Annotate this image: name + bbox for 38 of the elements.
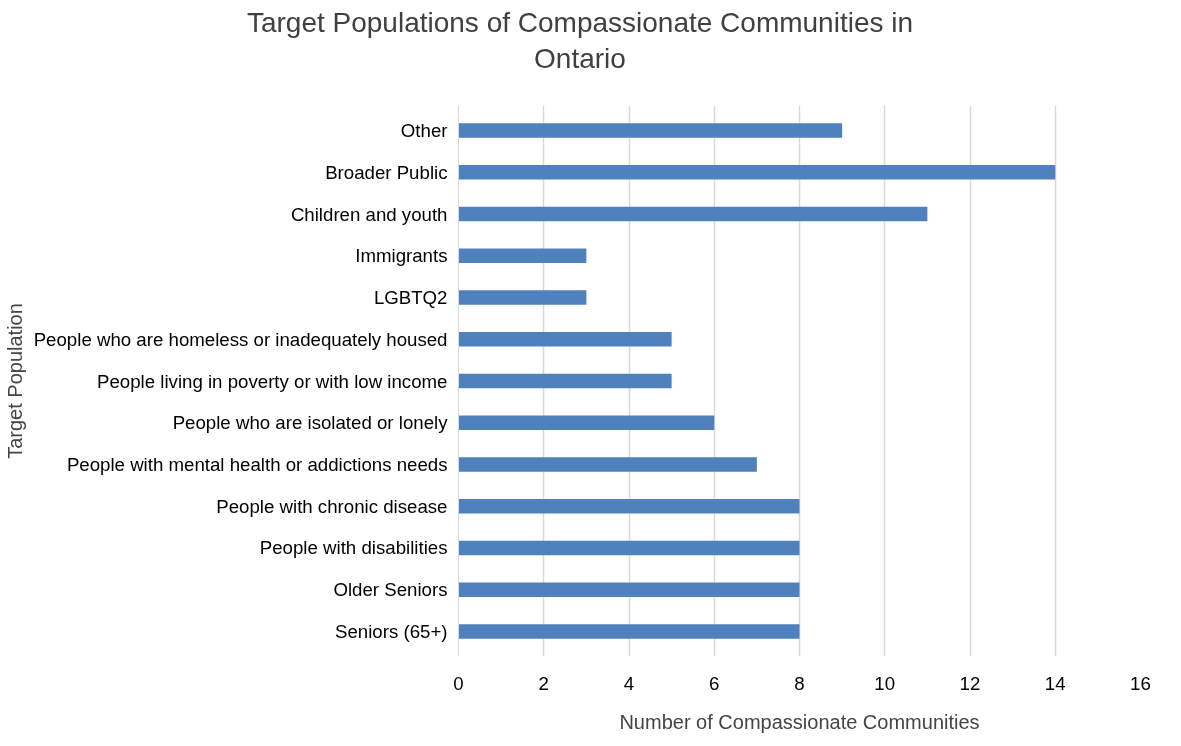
- bar: [458, 248, 587, 264]
- y-tick-label: Broader Public: [325, 161, 448, 183]
- bar: [458, 582, 800, 598]
- x-tick-label: 4: [623, 672, 635, 694]
- bar: [458, 206, 928, 222]
- x-tick-label: 14: [1044, 672, 1066, 694]
- y-tick-label: Children and youth: [290, 203, 448, 225]
- y-tick-label: People with chronic disease: [216, 495, 448, 517]
- bar: [458, 457, 757, 472]
- x-tick-label: 8: [794, 672, 805, 694]
- y-tick-label: Seniors (65+): [334, 620, 448, 642]
- bar: [458, 540, 800, 556]
- bar: [458, 331, 672, 347]
- bar: [458, 498, 800, 514]
- x-tick-label: 0: [453, 672, 464, 694]
- bar: [458, 415, 715, 431]
- x-tick-label: 12: [959, 672, 981, 694]
- x-tick-label: 16: [1130, 672, 1151, 694]
- y-tick-label: Immigrants: [355, 245, 448, 267]
- bar: [458, 290, 587, 305]
- x-tick-label: 6: [709, 672, 720, 694]
- y-tick-label: Other: [400, 120, 448, 142]
- y-axis-title: Target Population: [3, 303, 26, 459]
- bar: [458, 373, 672, 389]
- y-tick-label: People with disabilities: [259, 537, 448, 559]
- x-tick-label: 2: [538, 672, 549, 694]
- y-tick-label: People living in poverty or with low income: [97, 370, 448, 392]
- bar: [458, 123, 843, 138]
- chart-title: Target Populations of Compassionate Communities in Ontario: [246, 6, 914, 77]
- bar: [458, 624, 800, 639]
- x-axis-title: Number of Compassionate Communities: [619, 710, 980, 733]
- y-tick-label: People with mental health or addictions needs: [66, 453, 448, 475]
- x-tick-label: 10: [874, 672, 896, 694]
- y-tick-label: People who are homeless or inadequately housed: [33, 328, 448, 350]
- bar: [458, 164, 1056, 180]
- y-tick-label: LGBTQ2: [373, 287, 448, 309]
- y-tick-label: People who are isolated or lonely: [172, 412, 449, 434]
- y-tick-label: Older Seniors: [333, 579, 448, 601]
